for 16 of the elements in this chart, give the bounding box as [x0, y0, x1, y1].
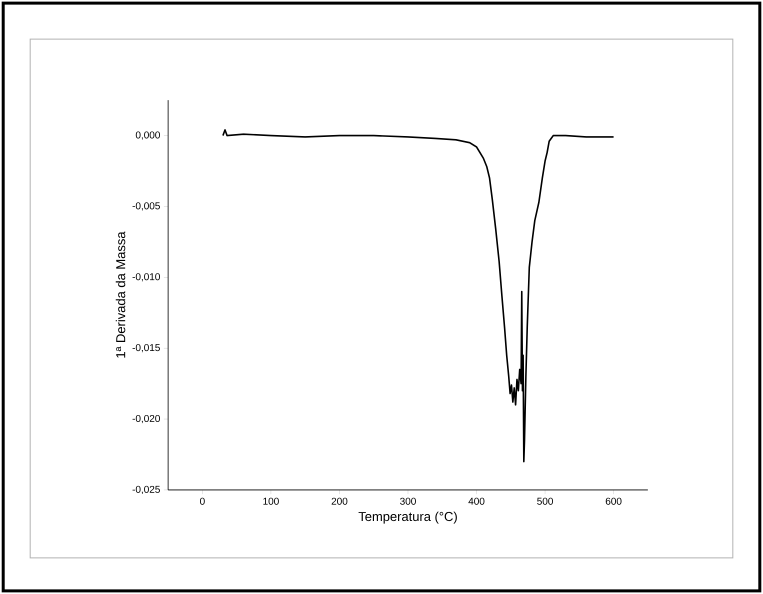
x-tick-label: 200	[332, 498, 348, 505]
x-tick-label: 100	[263, 498, 279, 505]
y-axis-title: 1ª Derivada da Massa	[116, 231, 126, 358]
x-tick-label: 500	[537, 498, 553, 505]
x-tick-label: 600	[606, 498, 622, 505]
y-tick-label: -0,015	[132, 344, 160, 352]
y-tick-label: -0,005	[132, 202, 160, 211]
x-tick-label: 300	[400, 498, 416, 505]
x-axis-title: Temperatura (°C)	[358, 512, 457, 524]
y-tick-label: 0,000	[136, 131, 160, 140]
x-tick-label: 400	[468, 498, 484, 505]
y-tick-label: -0,025	[132, 486, 160, 494]
x-tick-label: 0	[200, 498, 205, 505]
y-tick-label: -0,020	[132, 414, 160, 424]
y-tick-label: -0,010	[132, 273, 160, 282]
line-series	[222, 129, 614, 462]
